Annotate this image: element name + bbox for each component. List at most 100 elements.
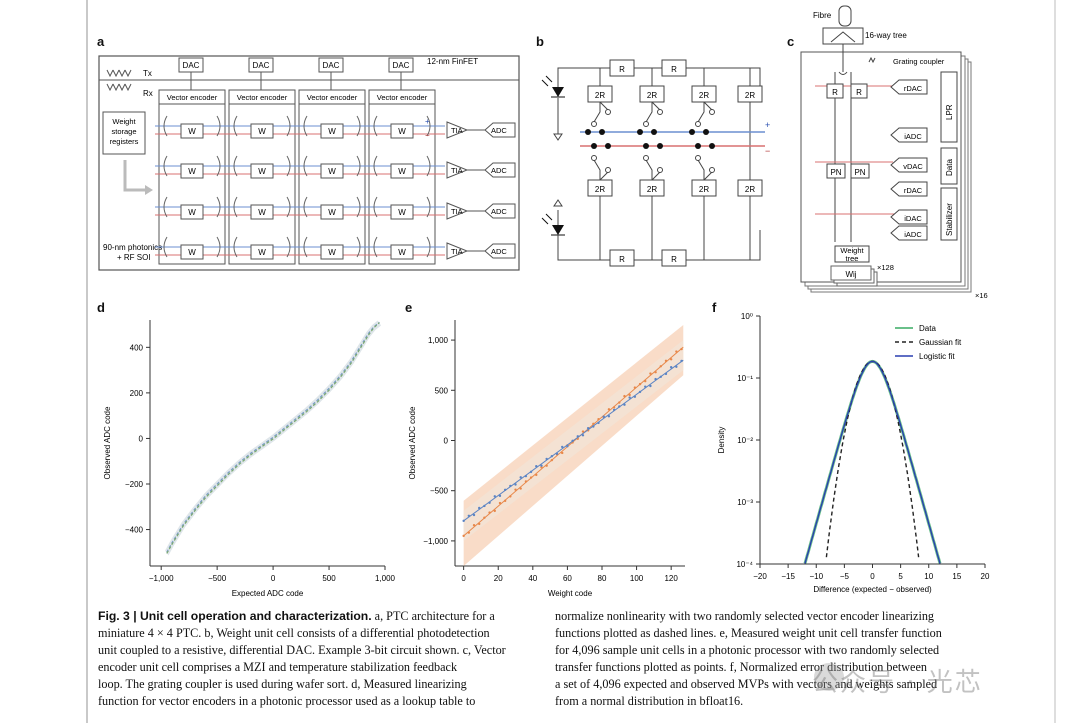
switch-top-0 <box>593 101 609 123</box>
rx-antenna-icon <box>106 83 132 92</box>
caption-right-line-6: from a normal distribution in bfloat16. <box>555 694 744 708</box>
caption-left-line-4: encoder unit cell comprises a MZI and te… <box>98 660 458 674</box>
photodiode-icon-1 <box>552 225 564 235</box>
e-point-1-126 <box>680 359 683 363</box>
e-point-1-33 <box>519 476 522 479</box>
e-point-0-117 <box>664 359 668 363</box>
adc-label-2: ADC <box>491 207 507 216</box>
plus-label: + <box>425 117 430 126</box>
weight-tree-label-1: Weight <box>840 246 864 255</box>
f-xtick-label-6: 10 <box>924 572 933 581</box>
e-point-1-81 <box>602 415 605 418</box>
e-point-0-36 <box>524 480 528 483</box>
d-xtick-label-1: −500 <box>208 574 227 583</box>
weight-label-0-2: W <box>328 127 336 136</box>
mzi-waveguides <box>834 44 852 242</box>
tia-amp-2 <box>446 202 469 220</box>
e-point-1-111 <box>654 377 657 381</box>
vector-encoder-label-2: Vector encoder <box>307 93 358 102</box>
caption-right-line-2: functions plotted as dashed lines. e, Me… <box>555 626 942 640</box>
stabilizer-label: Stabilizer <box>945 203 954 236</box>
coupler-3-0 <box>163 236 221 258</box>
e-point-0-96 <box>628 393 631 397</box>
caption-right-line-1: normalize nonlinearity with two randomly… <box>555 609 935 623</box>
panel-letter-f: f <box>712 300 717 315</box>
e-point-1-21 <box>498 494 502 498</box>
dac-label-3: DAC <box>393 61 410 70</box>
switch-bottom-contact-b-1 <box>657 167 663 173</box>
switch-bottom-1 <box>645 159 661 181</box>
e-point-0-114 <box>659 365 662 368</box>
e-point-1-15 <box>488 501 491 505</box>
f-xtick-label-5: 5 <box>898 572 903 581</box>
e-point-1-6 <box>472 513 476 517</box>
e-point-0-57 <box>561 451 564 455</box>
f-xtick-label-7: 15 <box>952 572 961 581</box>
e-point-0-24 <box>503 499 507 503</box>
switch-contact-a-1 <box>643 121 649 127</box>
e-point-1-78 <box>597 421 600 425</box>
switch-contact-b-0 <box>605 109 611 115</box>
node-plus-3 <box>651 129 657 135</box>
e-point-0-69 <box>581 430 585 433</box>
iadc-2-label: iADC <box>904 230 922 239</box>
r2-top-label-1: 2R <box>647 91 657 100</box>
ground-icon-1 <box>553 133 563 141</box>
tia-label-3: TIA <box>451 247 463 256</box>
e-ytick-label-4: −1,000 <box>423 537 448 546</box>
adc-box-2 <box>484 203 516 219</box>
panel-letter-a: a <box>97 34 105 49</box>
e-point-0-18 <box>493 509 496 513</box>
vector-encoder-grid: DAC Vector encoder DAC Vector encoder DAC Vec… <box>155 57 516 265</box>
watermark-logo-icon <box>814 663 844 691</box>
caption-left: Fig. 3 | Unit cell operation and charact… <box>98 608 538 710</box>
tia-label-2: TIA <box>451 207 463 216</box>
e-ytick-label-3: −500 <box>430 487 449 496</box>
panel-letter-e: e <box>405 300 413 315</box>
chart-e-weight-transfer: 0 20 40 60 80 100 120 1,000 500 0 −500 −1,000 Weight… <box>408 320 685 598</box>
node-minus-0 <box>591 143 597 149</box>
node-plus-1 <box>599 129 605 135</box>
process-label: 12-nm FinFET <box>427 57 478 66</box>
rx-label: Rx <box>143 89 153 98</box>
r-bottom-1 <box>661 249 687 267</box>
coupler-1-3 <box>373 155 431 177</box>
weight-reg-line-1: Weight <box>112 117 136 126</box>
e-point-0-123 <box>675 350 678 353</box>
e-point-1-69 <box>581 434 585 437</box>
weight-label-3-3: W <box>398 248 406 257</box>
weight-label-1-0: W <box>188 167 196 176</box>
pn-label-0: PN <box>830 168 841 177</box>
fibre-icon <box>838 5 852 27</box>
e-point-0-84 <box>607 408 611 411</box>
e-point-1-99 <box>633 395 637 398</box>
light-arrow-icon-1 <box>541 213 553 225</box>
grating-label: Grating coupler <box>893 57 945 66</box>
r-label-1: R <box>856 88 862 97</box>
adc-label-3: ADC <box>491 247 507 256</box>
r-bottom-label-0: R <box>619 255 625 264</box>
register-arrow <box>123 160 145 192</box>
e-point-0-120 <box>669 358 673 361</box>
e-point-0-21 <box>498 501 502 505</box>
caption-right: normalize nonlinearity with two randomly… <box>555 608 1000 710</box>
wij-stack-2 <box>830 265 872 281</box>
e-point-1-114 <box>659 375 662 378</box>
adc-box-3 <box>484 243 516 259</box>
coupler-1-2 <box>303 155 361 177</box>
rdac-2-box <box>890 181 928 197</box>
e-point-0-51 <box>550 458 554 462</box>
e-point-1-30 <box>514 483 517 486</box>
adc-label-0: ADC <box>491 126 507 135</box>
dac-label-0: DAC <box>183 61 200 70</box>
e-point-1-108 <box>649 384 652 388</box>
d-xlabel: Expected ADC code <box>232 589 304 598</box>
switch-top-1 <box>645 101 661 123</box>
tx-antenna-icon <box>106 69 132 78</box>
e-xtick-label-4: 80 <box>598 574 607 583</box>
chip-outline <box>98 55 520 271</box>
coupler-0-1 <box>233 115 291 137</box>
weight-cell-1-1 <box>250 163 274 179</box>
e-point-1-27 <box>509 484 512 488</box>
f-xtick-label-1: −15 <box>781 572 795 581</box>
